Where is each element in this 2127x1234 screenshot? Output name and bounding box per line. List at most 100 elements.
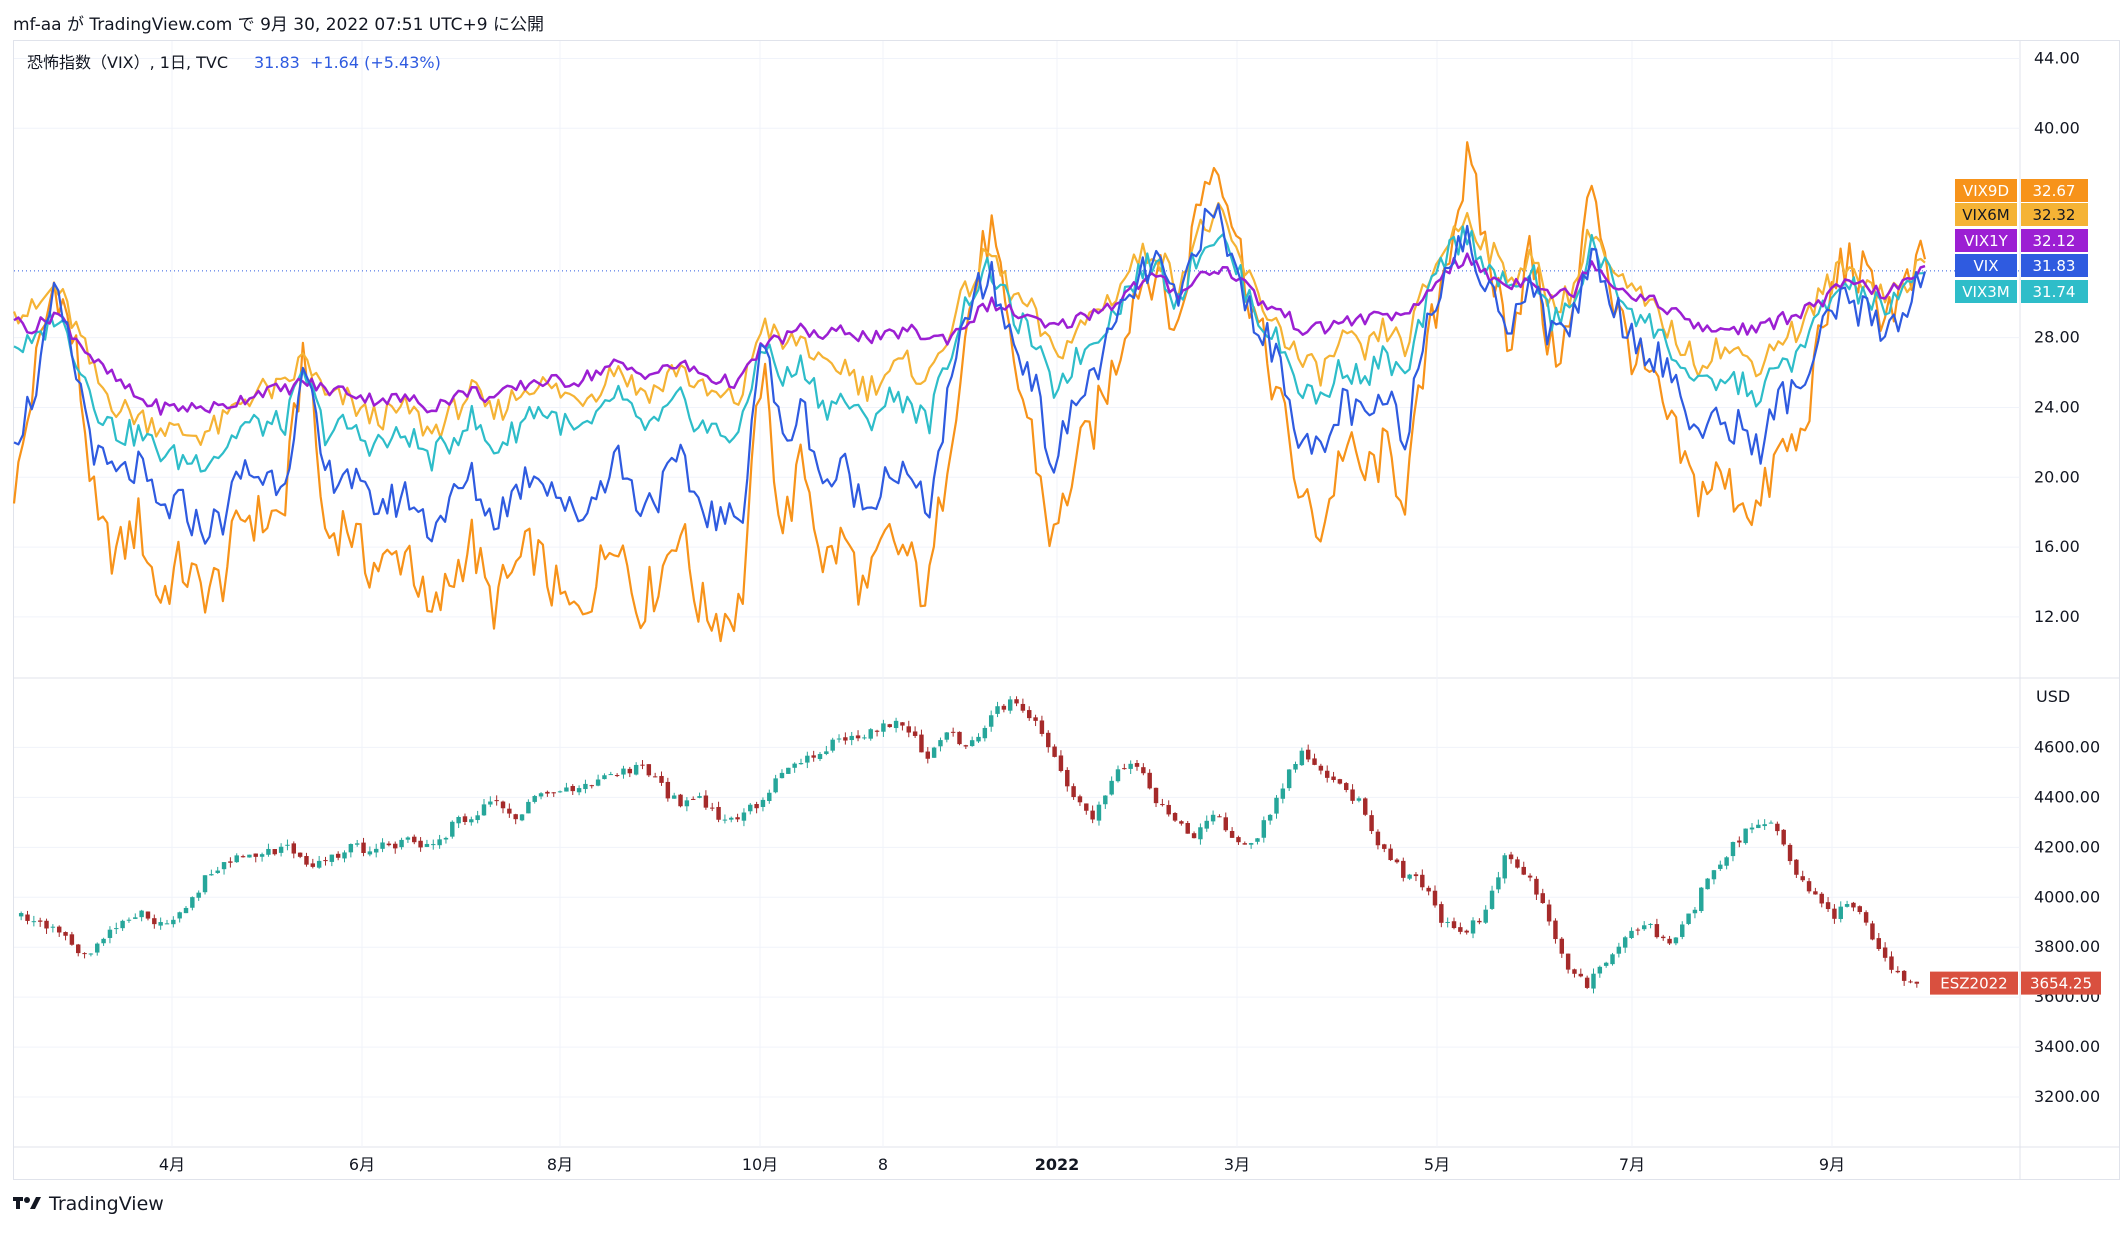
series-name-tag-vix1y	[1955, 229, 2017, 252]
candle-body	[1616, 946, 1622, 954]
candle-body	[1749, 827, 1755, 830]
candle-body	[1857, 906, 1862, 912]
candle-body	[1705, 878, 1710, 890]
candle-body	[1718, 864, 1723, 869]
candle-body	[1730, 842, 1736, 857]
candle-body	[551, 792, 556, 794]
candle-body	[1223, 817, 1228, 831]
legend-last-value: 31.83	[254, 53, 300, 72]
candle-body	[1185, 823, 1190, 834]
series-line-vix3m	[13, 225, 1926, 473]
candle-body	[462, 816, 468, 822]
candle-body	[1787, 844, 1793, 862]
candle-body	[1426, 887, 1431, 892]
candle-body	[557, 791, 563, 793]
candle-body	[652, 776, 658, 778]
candle-body	[1832, 908, 1837, 919]
candle-body	[1641, 925, 1647, 930]
candle-body	[957, 731, 962, 745]
candle-body	[278, 846, 284, 853]
grid-layer	[14, 41, 2120, 1180]
candle-body	[1198, 827, 1203, 840]
candle-body	[1166, 804, 1171, 815]
candle-body	[215, 870, 220, 873]
footer-brand-text: TradingView	[49, 1193, 164, 1215]
candle-body	[1895, 970, 1901, 973]
candle-body	[450, 821, 455, 837]
candle-body	[690, 798, 696, 800]
candle-body	[386, 843, 392, 846]
candle-body	[1267, 814, 1273, 821]
candle-body	[1299, 750, 1305, 766]
candle-body	[507, 808, 512, 814]
candle-body	[1825, 902, 1831, 910]
candle-body	[488, 801, 493, 805]
candle-body	[209, 874, 214, 876]
candle-body	[963, 745, 969, 747]
footer-brand[interactable]: TradingView	[13, 1192, 164, 1216]
candle-body	[1179, 821, 1184, 824]
candle-body	[1692, 909, 1698, 914]
candle-body	[1527, 875, 1533, 878]
candle-body	[133, 917, 138, 919]
candle-body	[862, 737, 867, 739]
candle-body	[25, 914, 30, 921]
x-tick-label: 9月	[1819, 1155, 1845, 1174]
series-line-vix9d	[12, 141, 1927, 643]
candle-body	[976, 736, 981, 742]
candle-body	[1565, 953, 1571, 970]
series-name-label: VIX	[1974, 257, 1999, 275]
candle-body	[475, 815, 480, 821]
candle-body	[1153, 787, 1159, 804]
candle-body	[1210, 814, 1216, 822]
candle-body	[1242, 843, 1248, 845]
candle-body	[1356, 798, 1362, 801]
candle-body	[177, 912, 182, 919]
candle-body	[925, 751, 931, 759]
candle-body	[1572, 969, 1577, 974]
candle-body	[1851, 902, 1856, 908]
candle-body	[329, 854, 335, 862]
candle-body	[88, 953, 94, 955]
candle-body	[114, 928, 119, 930]
series-name-label: VIX9D	[1963, 182, 2009, 200]
candle-body	[1039, 720, 1045, 734]
candle-body	[266, 848, 271, 855]
candle-body	[1324, 770, 1330, 778]
candle-body	[158, 922, 163, 926]
candle-body	[817, 753, 823, 759]
es-y-tick-label: 3800.00	[2034, 937, 2100, 956]
candle-body	[1654, 924, 1660, 938]
candle-body	[716, 806, 721, 820]
candle-body	[310, 863, 316, 867]
candle-body	[982, 727, 988, 739]
candle-body	[1172, 812, 1178, 821]
candle-body	[564, 787, 569, 792]
candle-body	[1001, 705, 1007, 710]
candle-body	[1667, 938, 1672, 944]
x-tick-label: 7月	[1619, 1155, 1645, 1174]
candle-body	[145, 911, 151, 919]
candle-body	[399, 839, 404, 848]
candle-body	[589, 785, 594, 787]
es-y-tick-label: 4400.00	[2034, 787, 2100, 806]
candle-body	[1160, 804, 1165, 806]
candle-body	[469, 819, 474, 823]
es-y-tick-label: 3400.00	[2034, 1037, 2100, 1056]
candle-body	[900, 722, 905, 726]
candle-body	[126, 919, 132, 921]
candle-body	[729, 817, 734, 820]
candle-body	[576, 788, 582, 793]
candle-body	[798, 763, 804, 765]
candle-body	[1122, 768, 1127, 770]
candle-body	[1141, 767, 1146, 774]
candle-body	[1229, 831, 1235, 838]
candle-body	[1534, 878, 1539, 895]
candle-body	[1553, 920, 1558, 940]
candle-body	[1800, 876, 1805, 881]
candle-body	[741, 812, 747, 821]
candle-body	[1635, 929, 1641, 931]
tradingview-logo-icon	[13, 1192, 43, 1216]
candle-body	[811, 755, 816, 758]
